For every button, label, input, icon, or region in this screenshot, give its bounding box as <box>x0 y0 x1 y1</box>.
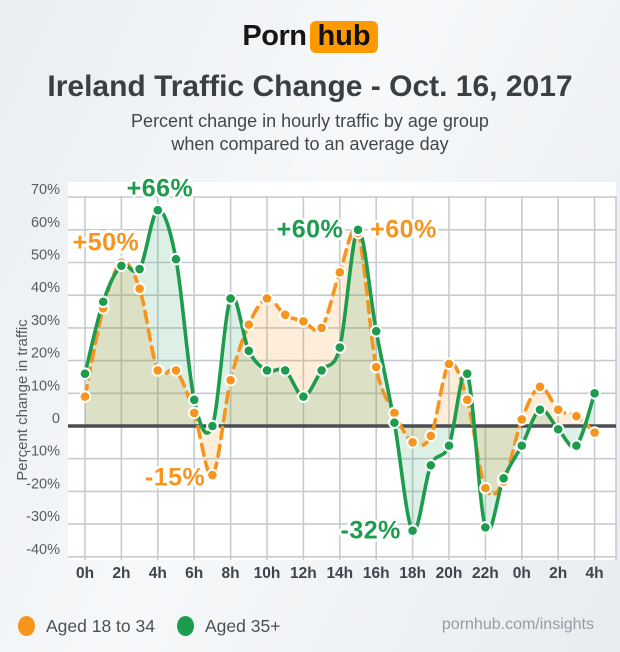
svg-text:6h: 6h <box>185 565 203 582</box>
svg-text:-10%: -10% <box>26 444 60 460</box>
page-subtitle-line2: when compared to an average day <box>171 134 449 154</box>
page-title: Ireland Traffic Change - Oct. 16, 2017 <box>47 70 573 103</box>
svg-text:-30%: -30% <box>26 509 60 525</box>
svg-text:0h: 0h <box>513 565 531 582</box>
svg-text:2h: 2h <box>112 565 130 582</box>
svg-text:Percent change in traffic: Percent change in traffic <box>14 319 31 481</box>
site-url: pornhub.com/insights <box>441 616 594 633</box>
logo-text-hub: hub <box>310 20 378 53</box>
annotation-minus-15: -15% <box>144 463 206 492</box>
annotation-plus-50: +50% <box>72 228 140 257</box>
svg-text:8h: 8h <box>222 565 240 582</box>
svg-text:12h: 12h <box>290 565 317 582</box>
svg-text:70%: 70% <box>31 182 60 198</box>
svg-text:-40%: -40% <box>26 542 60 558</box>
svg-text:4h: 4h <box>586 565 604 582</box>
legend-label-aged-18-34: Aged 18 to 34 <box>46 615 155 636</box>
svg-text:20h: 20h <box>436 565 463 582</box>
annotation-plus-60-green: +60% <box>276 215 344 244</box>
annotation-plus-66: +66% <box>126 174 194 203</box>
legend-swatch-orange <box>18 616 35 636</box>
svg-text:14h: 14h <box>326 565 353 582</box>
svg-text:10%: 10% <box>31 378 60 394</box>
svg-text:40%: 40% <box>31 280 60 296</box>
legend-swatch-green <box>177 616 194 636</box>
svg-text:60%: 60% <box>31 215 60 231</box>
logo-text-porn: Porn <box>242 20 307 52</box>
svg-text:0: 0 <box>52 411 60 427</box>
page-subtitle-line1: Percent change in hourly traffic by age … <box>131 111 489 131</box>
legend-item-aged-35-plus: Aged 35+ <box>177 606 280 646</box>
svg-text:-20%: -20% <box>26 476 60 492</box>
svg-text:10h: 10h <box>254 565 281 582</box>
legend-item-aged-18-34: Aged 18 to 34 <box>18 606 155 646</box>
svg-text:16h: 16h <box>363 565 390 582</box>
svg-text:30%: 30% <box>31 313 60 329</box>
svg-text:20%: 20% <box>31 346 60 362</box>
svg-text:0h: 0h <box>76 565 94 582</box>
legend: Aged 18 to 34 Aged 35+ pornhub.com/insig… <box>0 606 620 646</box>
legend-label-aged-35-plus: Aged 35+ <box>205 615 281 636</box>
annotation-minus-32: -32% <box>340 516 401 545</box>
svg-text:4h: 4h <box>149 565 167 582</box>
svg-text:2h: 2h <box>549 565 567 582</box>
svg-text:50%: 50% <box>31 248 60 264</box>
annotation-plus-60-orange: +60% <box>370 215 437 244</box>
svg-text:22h: 22h <box>472 565 499 582</box>
pornhub-logo: Porn hub <box>0 20 620 53</box>
page-subtitle: Percent change in hourly traffic by age … <box>0 110 620 156</box>
svg-text:18h: 18h <box>399 565 426 582</box>
